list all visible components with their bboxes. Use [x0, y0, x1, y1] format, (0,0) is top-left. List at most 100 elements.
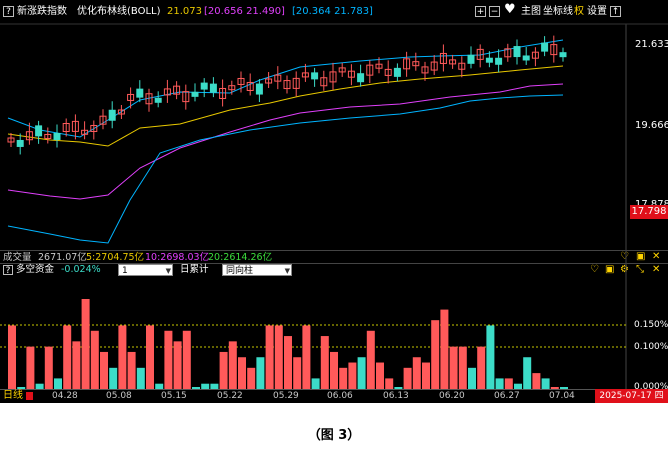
price-tick-high: 21.633 — [635, 39, 668, 50]
price-tick-mid: 19.666 — [635, 120, 668, 131]
capital-period-select[interactable]: 1 ▼ — [118, 264, 173, 276]
chart-panel: ? 新涨跌指数 优化布林线(BOLL) 21.073 [20.656 21.49… — [0, 0, 668, 403]
candle-body — [559, 52, 567, 58]
candle-body — [449, 59, 457, 65]
date-label: 06.20 — [439, 391, 465, 401]
candle-body — [117, 109, 125, 115]
boll-outer-lower-line — [7, 94, 564, 244]
capital-bar — [8, 325, 16, 389]
window-icon[interactable]: ▣ — [605, 264, 615, 275]
volume-total: 2671.07亿 — [38, 252, 87, 263]
capital-style-select[interactable]: 同向柱 ▼ — [222, 264, 292, 276]
coord-line-button[interactable]: 坐标线 — [543, 6, 573, 17]
volume-label: 成交量 — [3, 252, 32, 263]
candle-body — [209, 83, 217, 93]
volume-ma10: 10:2698.03亿 — [145, 252, 210, 263]
candle-body — [513, 46, 521, 58]
date-label: 07.04 — [549, 391, 575, 401]
window-icon[interactable]: ▣ — [636, 251, 646, 262]
capital-tick-2: 0.100% — [634, 342, 668, 352]
boll-low-values: [20.656 21.490] — [204, 6, 285, 17]
capital-bar — [238, 357, 246, 389]
volume-ma5: 5:2704.75亿 — [86, 252, 145, 263]
capital-bar — [532, 373, 541, 389]
capital-bar — [514, 383, 522, 389]
capital-bar — [164, 330, 173, 389]
capital-bar — [210, 383, 219, 389]
capital-bar — [155, 383, 164, 389]
capital-bar — [118, 325, 127, 389]
candle-body — [541, 42, 549, 52]
candle-body — [320, 77, 328, 87]
current-price-badge: 17.798 — [630, 205, 668, 219]
capital-bar — [495, 378, 504, 389]
heart-outline-icon[interactable]: ♡ — [620, 251, 629, 262]
capital-help-icon[interactable]: ? — [3, 265, 13, 276]
candle-body — [274, 74, 282, 82]
capital-bar — [523, 357, 532, 389]
capital-bar — [560, 387, 568, 389]
candle-body — [71, 120, 79, 132]
candle-body — [191, 91, 199, 97]
date-label: 05.08 — [106, 391, 132, 401]
candle-body — [90, 124, 98, 132]
capital-bar — [394, 387, 403, 389]
index-title: 新涨跌指数 — [17, 6, 67, 17]
candle-body — [219, 87, 227, 99]
candle-body — [292, 77, 300, 89]
capital-bar — [173, 341, 182, 389]
boll-up-values: [20.364 21.783] — [292, 6, 373, 17]
candle-body — [403, 58, 411, 70]
candle-body — [237, 77, 245, 85]
candle-body — [467, 54, 475, 64]
candle-body — [99, 115, 107, 125]
panel-divider-2 — [0, 263, 668, 264]
candle-body — [504, 48, 512, 58]
capital-bar — [265, 325, 274, 389]
candle-body — [108, 109, 116, 121]
arrow-up-button[interactable]: ↑ — [610, 6, 621, 17]
heart-icon[interactable]: ♥ — [504, 2, 516, 17]
chart-header: ? 新涨跌指数 优化布林线(BOLL) 21.073 [20.656 21.49… — [0, 0, 668, 24]
date-label: 05.15 — [161, 391, 187, 401]
settings-button[interactable]: 设置 — [587, 6, 607, 17]
capital-bar — [35, 383, 44, 389]
capital-bar — [366, 330, 375, 389]
chevron-down-icon: ▼ — [284, 267, 290, 275]
capital-mode-label: 日累计 — [180, 264, 209, 275]
zoom-in-button[interactable]: + — [475, 6, 486, 17]
expand-icon[interactable]: ⤡ — [636, 264, 644, 275]
capital-label: 多空资金 — [16, 264, 55, 275]
chevron-down-icon: ▼ — [165, 267, 171, 275]
candle-body — [265, 78, 273, 84]
candle-body — [421, 66, 429, 74]
capital-bar — [274, 325, 283, 389]
help-icon[interactable]: ? — [3, 6, 14, 17]
candle-body — [439, 52, 447, 64]
heart-outline-icon[interactable]: ♡ — [590, 264, 599, 275]
current-date-badge: 2025-07-17 四 — [595, 389, 668, 403]
candle-body — [283, 80, 291, 90]
candle-body — [485, 57, 493, 63]
close-icon[interactable]: ✕ — [652, 251, 661, 262]
settings-icon[interactable]: ⚙ — [620, 264, 629, 275]
capital-bar — [63, 325, 72, 389]
capital-bar — [311, 378, 320, 389]
candle-body — [522, 55, 530, 61]
main-chart-button[interactable]: 主图 — [521, 6, 541, 17]
period-label[interactable]: 日线 — [3, 390, 23, 401]
capital-bar — [100, 351, 108, 389]
candle-body — [347, 70, 355, 78]
indicator-name[interactable]: 优化布林线(BOLL) — [77, 6, 161, 17]
candle-body — [154, 97, 162, 103]
capital-bar — [339, 367, 348, 389]
zoom-out-button[interactable]: − — [489, 6, 500, 17]
candle-body — [329, 71, 337, 83]
capital-tick-3: 0.000% — [634, 382, 668, 392]
capital-style-value: 同向柱 — [226, 266, 254, 276]
rights-button[interactable]: 权 — [574, 6, 584, 17]
capital-bar — [357, 357, 366, 389]
capital-value: -0.024% — [61, 264, 101, 275]
boll-lower-line — [7, 83, 564, 200]
close-icon[interactable]: ✕ — [652, 264, 661, 275]
